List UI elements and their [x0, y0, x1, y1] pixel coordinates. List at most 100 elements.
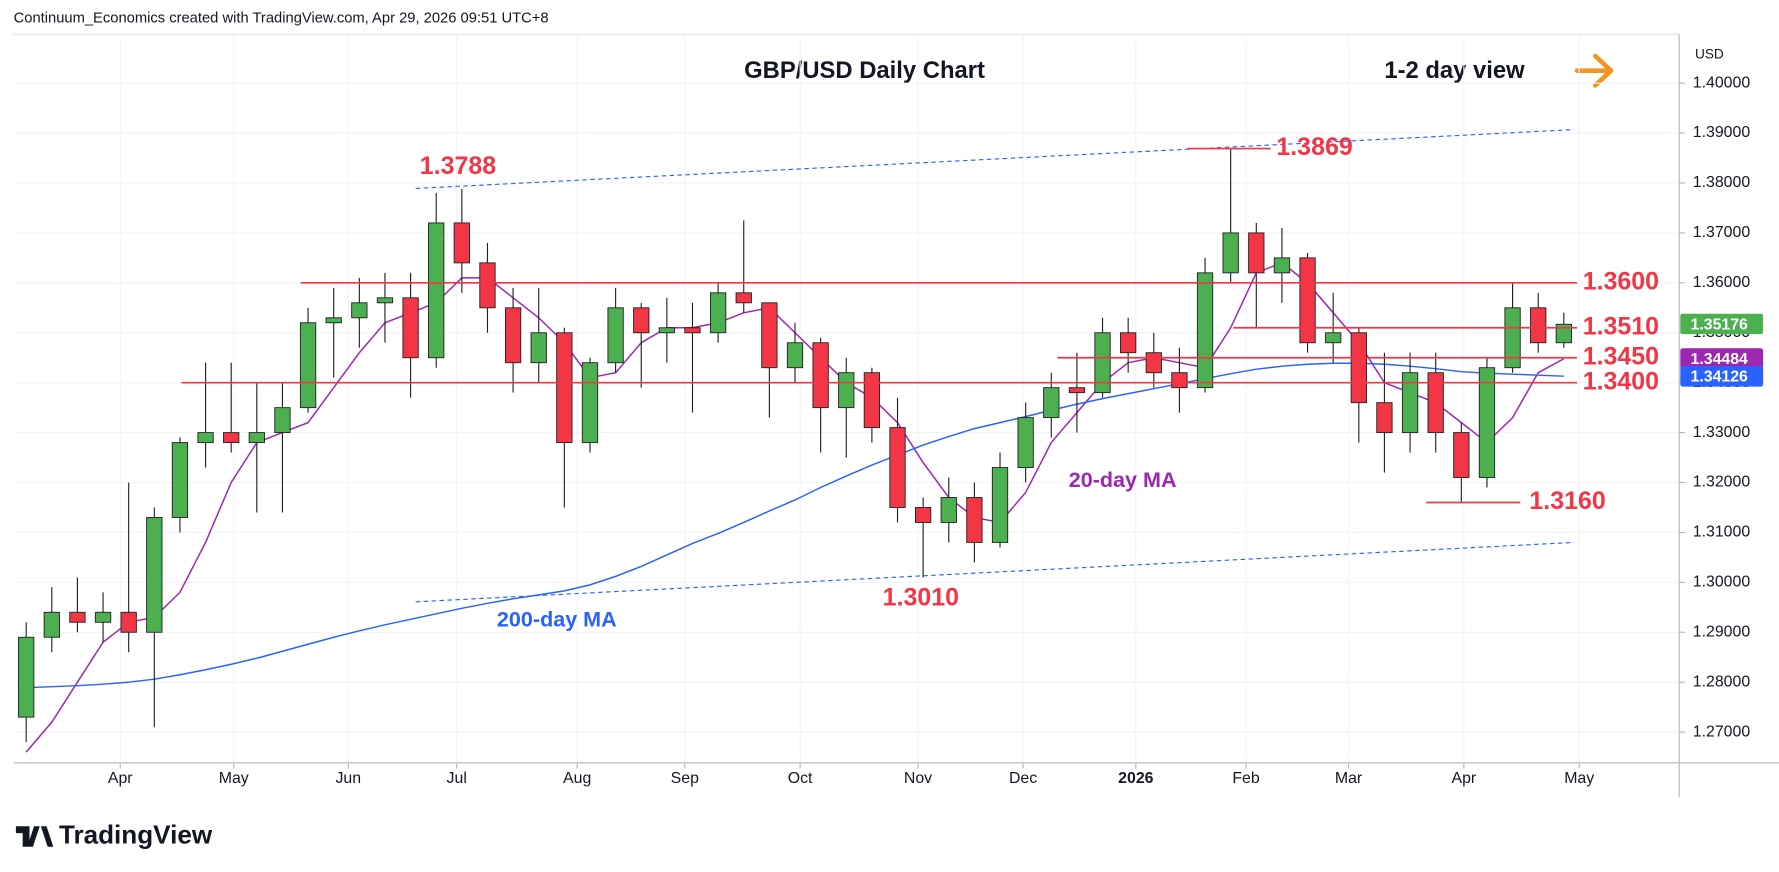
ma-label: 200-day MA — [497, 607, 617, 632]
candle — [402, 272, 419, 398]
price-label: 1.34126 — [1691, 369, 1749, 386]
candle — [146, 507, 163, 728]
candle — [889, 397, 906, 523]
y-tick-label: 1.38000 — [1693, 174, 1751, 191]
price-annotation: 1.3010 — [883, 584, 959, 612]
candle — [248, 382, 265, 513]
candle-body — [299, 322, 317, 409]
price-label-bg — [1680, 348, 1764, 369]
candle — [1401, 352, 1419, 453]
candle-body — [146, 517, 163, 633]
candle-body — [607, 307, 624, 364]
x-tick-label: Oct — [788, 770, 813, 787]
candle-body — [1299, 257, 1316, 344]
candle-body — [1017, 417, 1034, 468]
candle — [838, 357, 855, 458]
candle-body — [43, 611, 60, 638]
candle-body — [1145, 352, 1162, 374]
price-label-bg — [1680, 313, 1764, 335]
candle — [376, 272, 394, 343]
x-tick-label: Feb — [1232, 770, 1260, 787]
y-tick-label: 1.36000 — [1693, 274, 1751, 291]
x-tick-label: Mar — [1335, 770, 1363, 787]
candle-body — [1094, 332, 1111, 394]
candle-body — [171, 442, 189, 518]
candle-body — [248, 432, 265, 444]
y-tick-label: 1.30000 — [1693, 574, 1751, 591]
candle — [171, 437, 189, 533]
candle — [940, 477, 957, 543]
candle — [1530, 292, 1547, 353]
y-tick-label: 1.33000 — [1693, 424, 1751, 441]
candle — [43, 587, 60, 653]
candle — [18, 622, 35, 743]
price-label: 1.34484 — [1691, 351, 1749, 368]
candle-body — [966, 497, 983, 543]
candle-body — [991, 467, 1009, 543]
y-tick-label: 1.31000 — [1693, 524, 1751, 541]
candle — [428, 192, 445, 368]
candle-body — [735, 292, 752, 304]
candle — [581, 357, 599, 453]
candle-body — [94, 611, 112, 623]
candle-body — [1325, 332, 1342, 344]
x-tick-label: Dec — [1009, 770, 1037, 787]
candle-body — [453, 222, 470, 264]
candle-body — [1068, 387, 1086, 394]
candle-body — [1222, 232, 1239, 274]
candle — [1453, 422, 1470, 503]
y-tick-label: 1.29000 — [1693, 623, 1751, 640]
candle — [709, 282, 727, 343]
candle — [530, 287, 547, 383]
candle-body — [376, 297, 394, 304]
candle — [1427, 352, 1444, 453]
candle — [325, 287, 342, 378]
candle — [1068, 352, 1086, 433]
attribution: Continuum_Economics created with Trading… — [14, 10, 549, 26]
candle — [1196, 257, 1214, 393]
level-label: 1.3510 — [1583, 312, 1659, 340]
candle-body — [1273, 257, 1291, 274]
candle-body — [69, 611, 86, 623]
candle-body — [1120, 332, 1137, 354]
candle-body — [556, 332, 573, 444]
candle — [556, 327, 573, 508]
x-tick-label: May — [1564, 770, 1594, 787]
candle-body — [709, 292, 727, 334]
level-label: 1.3869 — [1276, 133, 1352, 161]
candle-body — [120, 611, 137, 633]
candle — [274, 382, 291, 513]
candle-body — [1043, 387, 1060, 419]
candle-body — [863, 372, 881, 429]
x-tick-label: Apr — [108, 770, 133, 787]
candle — [1017, 402, 1034, 483]
candle-body — [428, 222, 445, 359]
candle — [914, 497, 932, 578]
candle — [684, 302, 701, 413]
candle-body — [786, 342, 804, 369]
candle-body — [1376, 402, 1393, 434]
level-label: 1.3600 — [1583, 267, 1659, 295]
candle-body — [940, 497, 957, 523]
candle-body — [530, 332, 547, 364]
candle-body — [351, 302, 368, 319]
candle-body — [1504, 307, 1521, 369]
logo-text: TradingView — [59, 819, 213, 849]
candle — [1094, 317, 1111, 398]
candle-body — [914, 507, 932, 523]
candle — [991, 452, 1009, 548]
candle-body — [838, 372, 855, 409]
candle — [1120, 317, 1137, 373]
x-tick-label: 2026 — [1118, 770, 1153, 787]
candle-body — [633, 307, 650, 334]
candle-body — [504, 307, 522, 364]
view-label: 1-2 day view — [1384, 57, 1525, 84]
y-tick-label: 1.28000 — [1693, 673, 1751, 690]
chart-title: GBP/USD Daily Chart — [744, 57, 985, 84]
level-label: 1.3400 — [1583, 367, 1659, 395]
candle — [735, 220, 752, 313]
candle — [633, 302, 650, 388]
candle — [94, 592, 112, 643]
view-arrow — [1574, 53, 1614, 88]
candle-body — [1350, 332, 1367, 404]
